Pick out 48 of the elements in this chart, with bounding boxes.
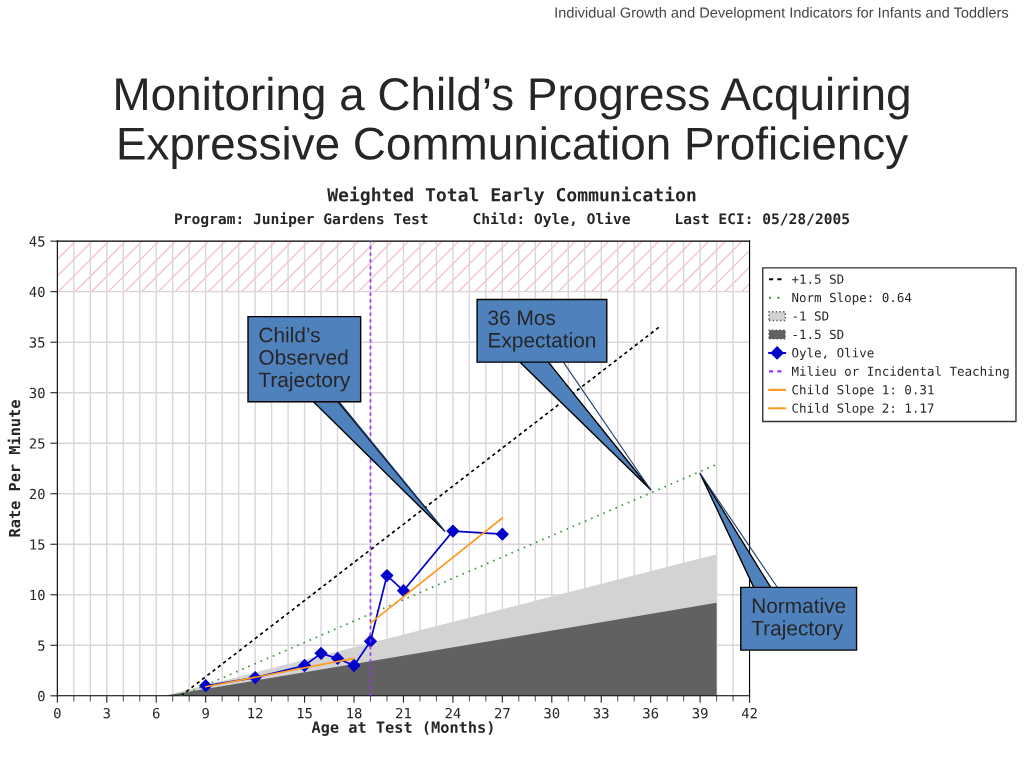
y-tick-label: 40 [29, 286, 45, 298]
annotation: Normative Trajectory [751, 597, 846, 640]
x-tick-label: 42 [741, 707, 757, 719]
y-tick-label: 30 [29, 387, 45, 399]
y-tick-label: 25 [29, 438, 45, 449]
x-tick-label: 24 [445, 707, 461, 719]
x-tick-label: 0 [54, 707, 61, 719]
point [397, 584, 410, 598]
x-tick-label: 12 [248, 707, 263, 719]
legend-label: +1.5 SD [792, 274, 844, 284]
x-axis-title: Age at Test (Months) [311, 721, 493, 736]
point [495, 527, 509, 541]
point [380, 569, 394, 582]
x-tick-label: 36 [643, 707, 659, 719]
chart-subtitle: Weighted Total Early Communication [327, 186, 696, 206]
x-tick-label: 27 [495, 707, 510, 719]
y-tick-label: 5 [38, 640, 45, 651]
y-tick-label: 0 [38, 690, 45, 702]
y-tick-label: 15 [30, 539, 45, 550]
x-tick-label: 6 [152, 707, 160, 719]
annotation: Child’s Observed Trajectory [258, 327, 351, 392]
legend-label: Oyle, Olive [792, 347, 874, 360]
point [314, 646, 328, 660]
x-tick-label: 15 [297, 708, 312, 719]
x-tick-label: 33 [593, 707, 609, 719]
legend-label: Norm Slope: 0.64 [792, 292, 912, 305]
legend-label: Milieu or Incidental Teaching [792, 366, 1009, 379]
legend-label: Child Slope 1: 0.31 [792, 384, 934, 397]
y-tick-label: 10 [30, 589, 45, 601]
x-tick-label: 3 [103, 707, 110, 719]
x-tick-label: 39 [692, 707, 708, 719]
legend-label: Child Slope 2: 1.17 [792, 403, 934, 416]
x-tick-label: 21 [396, 707, 411, 719]
y-tick-label: 20 [29, 488, 45, 500]
point [446, 524, 460, 538]
y-tick-label: 45 [29, 236, 45, 247]
legend-label: -1.5 SD [793, 329, 844, 340]
annotation: 36 Mos Expectation [488, 310, 596, 352]
y-axis-title: Rate Per Minute [7, 400, 21, 537]
x-tick-label: 9 [202, 707, 209, 719]
point [347, 659, 361, 672]
legend-label: -1 SD [793, 311, 829, 321]
chart-title: Monitoring a Child’s Progress Acquiring Expressive Communication Proficiency [116, 76, 909, 169]
x-tick-label: 30 [544, 707, 560, 719]
text: Individual Growth and Development Indicators for Infants and Toddlers [555, 7, 1009, 21]
y-tick-label: 35 [29, 337, 45, 348]
x-tick-label: 18 [347, 707, 362, 719]
text: Program: Juniper Gardens Test Child: Oyle, Olive Last ECI: 05/28/2005 [175, 212, 850, 228]
